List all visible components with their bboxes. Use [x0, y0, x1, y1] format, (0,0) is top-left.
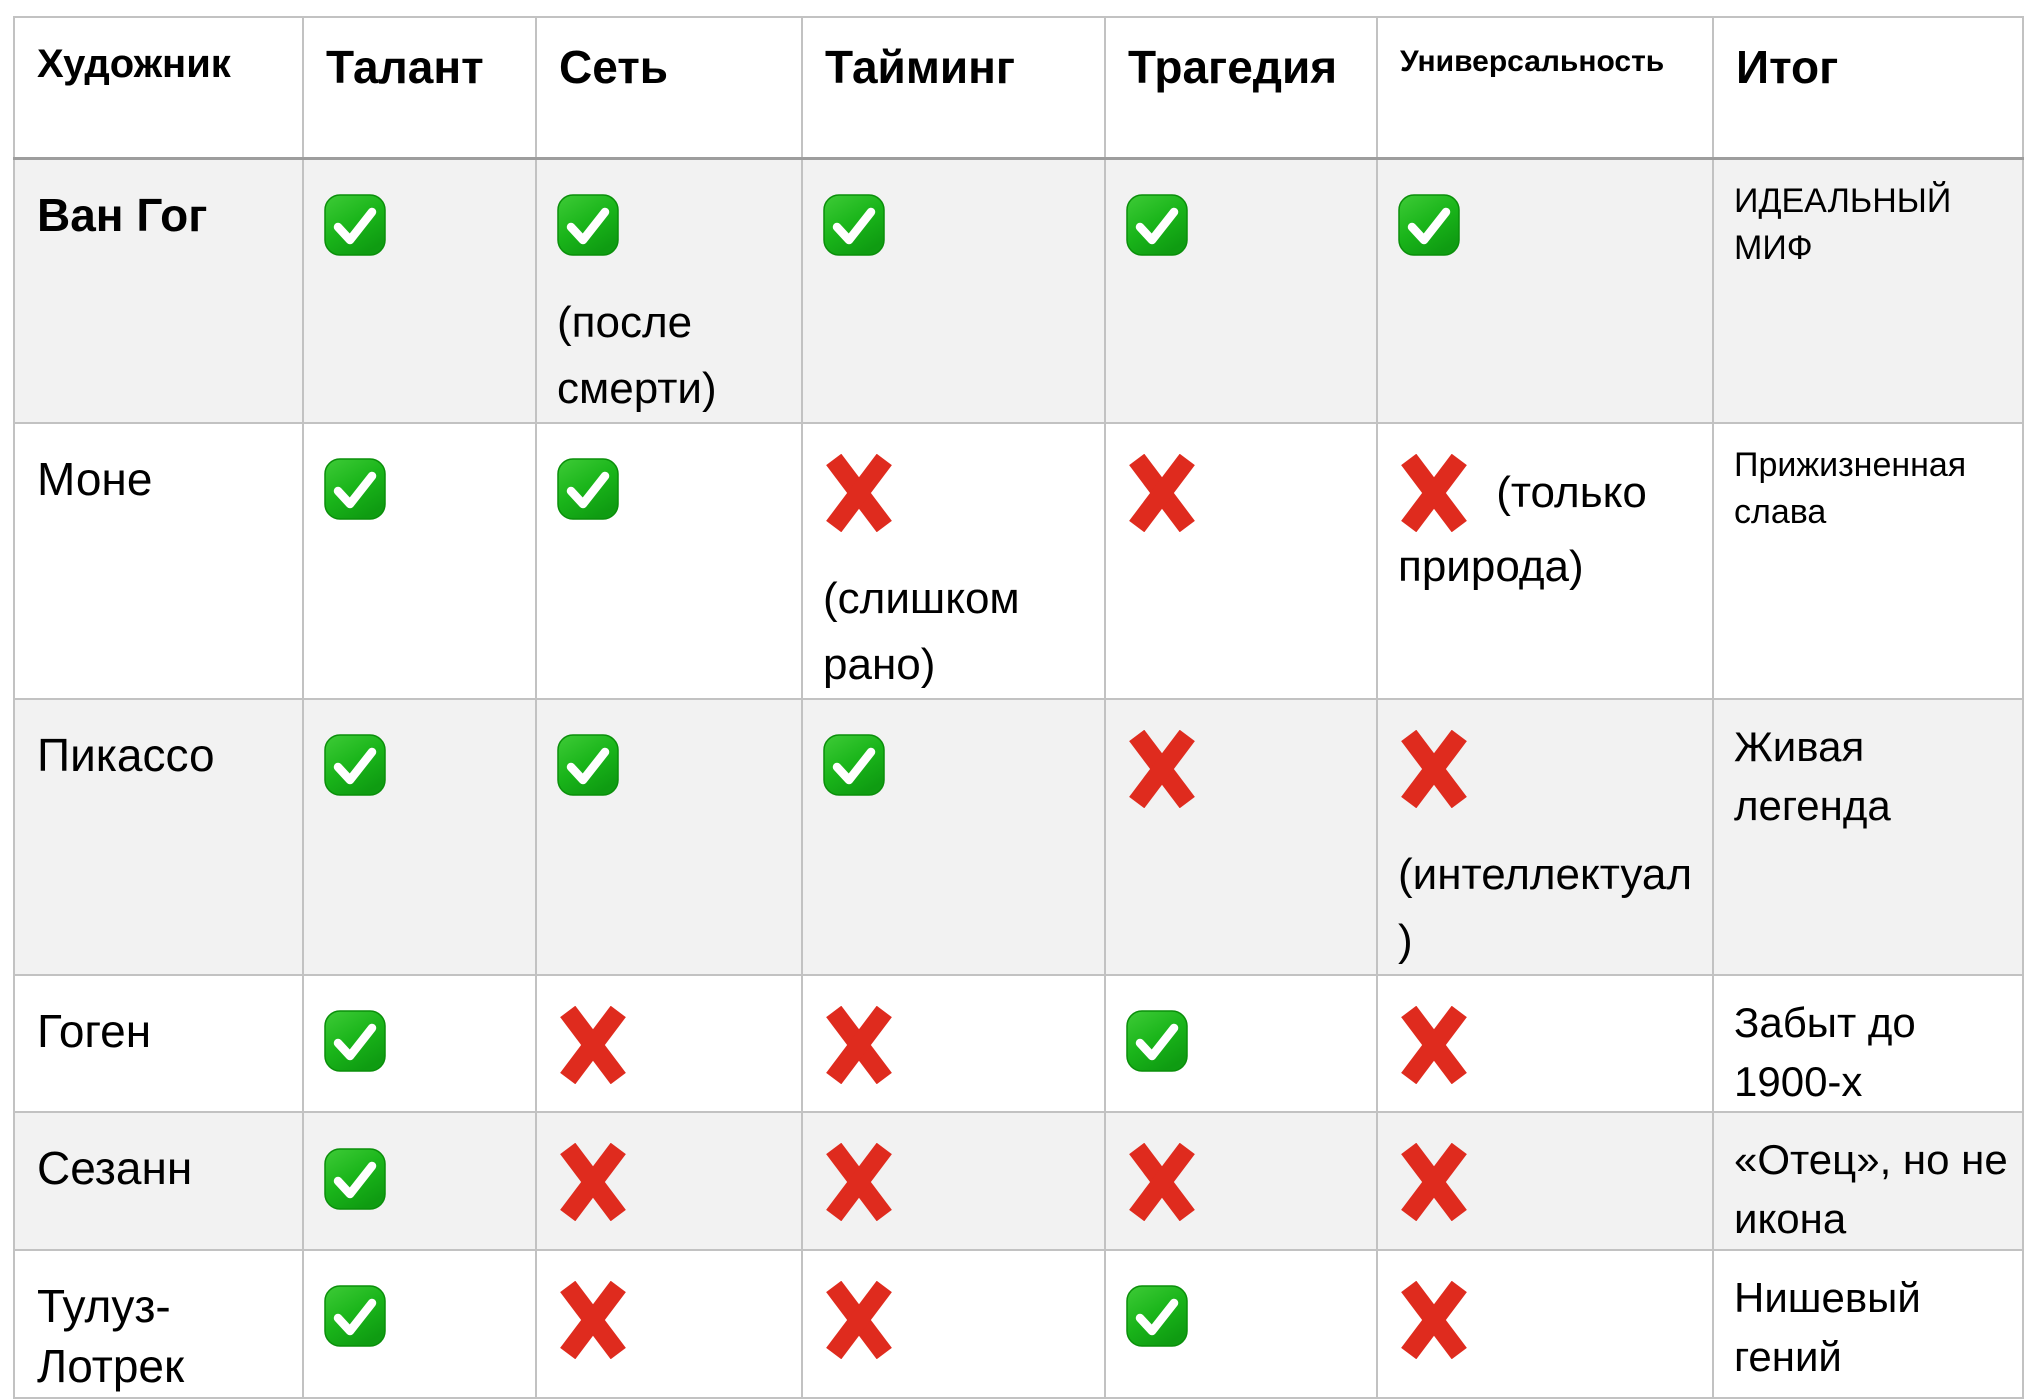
cross-icon — [557, 1005, 629, 1084]
check-icon — [1126, 1285, 1188, 1348]
cell-universality — [1376, 1111, 1714, 1252]
artist-name: Пикассо — [13, 697, 304, 976]
check-icon — [1398, 194, 1460, 256]
cross-icon — [1398, 1143, 1470, 1222]
cell-timing — [801, 973, 1106, 1114]
result-cell: Живая легенда — [1712, 697, 2024, 976]
check-icon — [324, 734, 386, 796]
cell-note: (после смерти) — [557, 297, 717, 413]
cell-note: (слишком рано) — [823, 573, 1020, 689]
cross-icon — [1398, 1281, 1470, 1360]
cross-icon — [823, 1143, 895, 1222]
column-header-timing: Тайминг — [801, 16, 1106, 160]
cross-icon — [823, 453, 895, 532]
cell-talent — [302, 157, 537, 424]
cell-note: (интеллектуал) — [1398, 849, 1693, 965]
check-icon — [823, 734, 885, 796]
cell-network — [535, 973, 803, 1114]
cell-tragedy — [1104, 973, 1378, 1114]
check-icon — [324, 1285, 386, 1348]
cross-icon — [823, 1281, 895, 1360]
column-header-network: Сеть — [535, 16, 803, 160]
check-icon — [823, 194, 885, 256]
result-cell: Нишевый гений — [1712, 1249, 2024, 1399]
cell-network: (после смерти) — [535, 157, 803, 424]
cell-talent — [302, 1249, 537, 1399]
cell-universality: (только природа) — [1376, 421, 1714, 700]
cell-tragedy — [1104, 697, 1378, 976]
cell-universality — [1376, 157, 1714, 424]
check-icon — [1126, 1010, 1188, 1072]
cross-icon — [557, 1143, 629, 1222]
cell-timing — [801, 697, 1106, 976]
cell-timing: (слишком рано) — [801, 421, 1106, 700]
cross-icon — [1126, 729, 1198, 808]
artist-name: Тулуз-Лотрек — [13, 1249, 304, 1399]
check-icon — [1126, 194, 1188, 256]
cell-universality — [1376, 973, 1714, 1114]
artist-name: Гоген — [13, 973, 304, 1114]
cell-network — [535, 421, 803, 700]
table-row-gauguin: Гоген — [13, 973, 2024, 1114]
check-icon — [324, 1010, 386, 1072]
cell-network — [535, 1111, 803, 1252]
cell-tragedy — [1104, 1111, 1378, 1252]
cell-network — [535, 1249, 803, 1399]
check-icon — [557, 194, 619, 256]
cross-icon — [1126, 1143, 1198, 1222]
table-row-van-gogh: Ван Гог (после смерти) — [13, 157, 2024, 424]
check-icon — [324, 458, 386, 520]
column-header-tragedy: Трагедия — [1104, 16, 1378, 160]
cross-icon — [557, 1281, 629, 1360]
check-icon — [324, 1148, 386, 1210]
cell-timing — [801, 1249, 1106, 1399]
check-icon — [557, 734, 619, 796]
column-header-talent: Талант — [302, 16, 537, 160]
cell-note: (только природа) — [1398, 467, 1647, 592]
cell-universality — [1376, 1249, 1714, 1399]
cell-tragedy — [1104, 157, 1378, 424]
check-icon — [557, 458, 619, 520]
artist-name: Сезанн — [13, 1111, 304, 1252]
cross-icon — [1126, 453, 1198, 532]
cell-tragedy — [1104, 1249, 1378, 1399]
table-row-monet: Моне (слишком рано) — [13, 421, 2024, 700]
cell-tragedy — [1104, 421, 1378, 700]
cell-talent — [302, 697, 537, 976]
column-header-artist: Художник — [13, 16, 304, 160]
result-cell: ИДЕАЛЬНЫЙ МИФ — [1712, 157, 2024, 424]
cell-talent — [302, 1111, 537, 1252]
artist-name: Моне — [13, 421, 304, 700]
cross-icon — [1398, 453, 1470, 532]
cell-talent — [302, 421, 537, 700]
cell-talent — [302, 973, 537, 1114]
cell-network — [535, 697, 803, 976]
header-row: Художник Талант Сеть Тайминг Трагедия Ун… — [13, 16, 2024, 160]
cell-universality: (интеллектуал) — [1376, 697, 1714, 976]
result-cell: «Отец», но не икона — [1712, 1111, 2024, 1252]
column-header-result: Итог — [1712, 16, 2024, 160]
comparison-table: Художник Талант Сеть Тайминг Трагедия Ун… — [13, 16, 2024, 1399]
cross-icon — [1398, 729, 1470, 808]
artist-name: Ван Гог — [13, 157, 304, 424]
table-row-cezanne: Сезанн — [13, 1111, 2024, 1252]
result-cell: Забыт до 1900-х — [1712, 973, 2024, 1114]
cell-timing — [801, 1111, 1106, 1252]
table-row-toulouse-lautrec: Тулуз-Лотрек — [13, 1249, 2024, 1399]
result-cell: Прижизненная слава — [1712, 421, 2024, 700]
cross-icon — [823, 1005, 895, 1084]
table-row-picasso: Пикассо — [13, 697, 2024, 976]
column-header-universality: Универсальность — [1376, 16, 1714, 160]
cell-timing — [801, 157, 1106, 424]
cross-icon — [1398, 1005, 1470, 1084]
check-icon — [324, 194, 386, 256]
